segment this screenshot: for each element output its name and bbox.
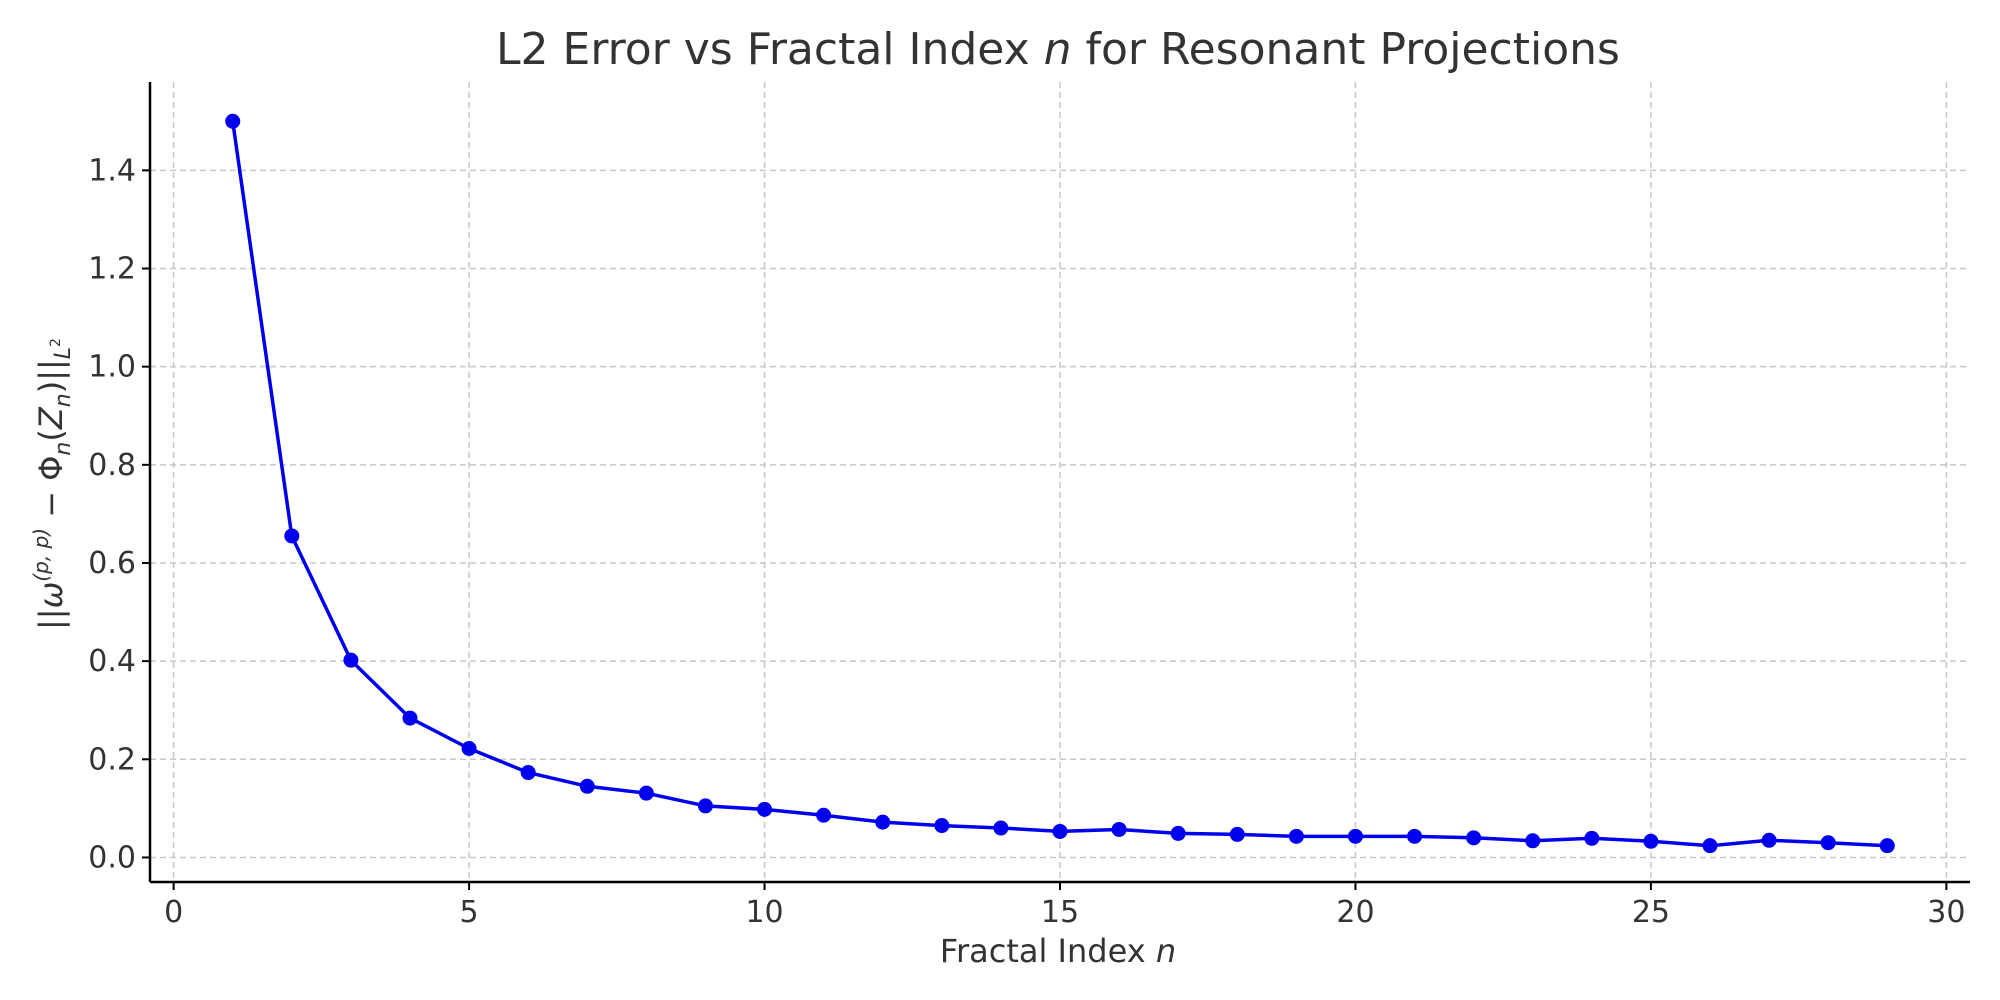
y-tick-label: 0.4: [88, 644, 136, 679]
data-point: [284, 528, 300, 544]
x-tick-label: 25: [1632, 895, 1670, 930]
y-tick-label: 1.0: [88, 350, 136, 385]
data-point: [1288, 828, 1304, 844]
data-point: [1879, 838, 1895, 854]
data-point: [343, 652, 359, 668]
data-point: [934, 818, 950, 834]
data-point: [1111, 821, 1127, 837]
x-tick-label: 0: [164, 895, 183, 930]
data-point: [1229, 826, 1245, 842]
y-tick-label: 0.2: [88, 742, 136, 777]
y-tick-label: 0.0: [88, 840, 136, 875]
data-point: [520, 765, 536, 781]
y-tick-label: 0.8: [88, 448, 136, 483]
data-point: [816, 807, 832, 823]
data-point: [461, 741, 477, 757]
data-point: [579, 778, 595, 794]
axis-ticks: 0 5 10 15 20 25 30 0.0 0.2 0.4 0.6 0.8 1.0 1.2 1.4: [88, 153, 1965, 930]
x-tick-label: 5: [460, 895, 479, 930]
data-point: [757, 801, 773, 817]
x-axis-label: Fractal Index n: [940, 932, 1176, 970]
y-tick-label: 1.2: [88, 252, 136, 287]
data-point: [225, 113, 241, 129]
chart-title: L2 Error vs Fractal Index n for Resonant…: [496, 24, 1620, 75]
y-axis-label: ||ω(p, p) − Φn(Zn)||L2: [29, 338, 76, 630]
data-point: [1052, 823, 1068, 839]
data-point: [402, 710, 418, 726]
x-tick-label: 30: [1927, 895, 1965, 930]
data-point: [1347, 828, 1363, 844]
x-tick-label: 20: [1336, 895, 1374, 930]
data-point: [697, 798, 713, 814]
y-tick-label: 1.4: [88, 153, 136, 188]
data-point: [1525, 833, 1541, 849]
series-layer: [225, 113, 1895, 854]
data-point: [1584, 830, 1600, 846]
x-tick-label: 10: [745, 895, 783, 930]
data-point: [1466, 830, 1482, 846]
data-point: [993, 820, 1009, 836]
data-point: [1170, 825, 1186, 841]
data-point: [1761, 832, 1777, 848]
y-tick-label: 0.6: [88, 546, 136, 581]
data-point: [1643, 833, 1659, 849]
x-tick-label: 15: [1041, 895, 1079, 930]
data-point: [875, 814, 891, 830]
data-point: [1407, 828, 1423, 844]
data-point: [638, 785, 654, 801]
data-point: [1702, 838, 1718, 854]
data-point: [1820, 835, 1836, 851]
grid: [150, 82, 1970, 882]
